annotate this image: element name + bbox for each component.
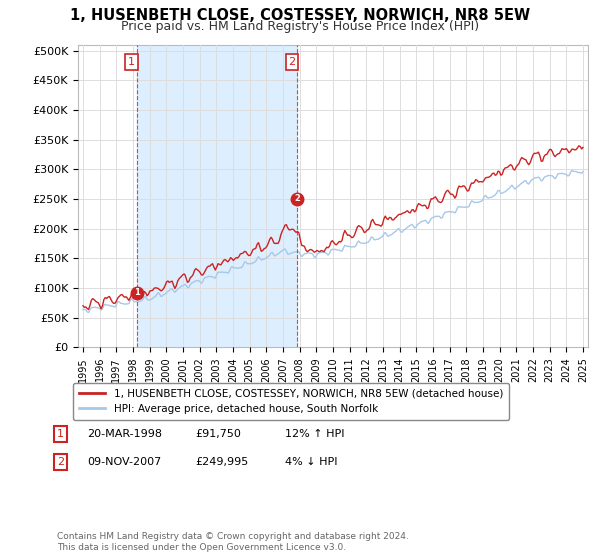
Text: 1: 1 (57, 429, 64, 439)
Text: 1: 1 (134, 288, 140, 297)
Text: 2: 2 (57, 457, 64, 467)
Text: £249,995: £249,995 (195, 457, 248, 467)
Bar (137, 45, 298, 347)
Text: 2: 2 (295, 194, 300, 203)
Text: £91,750: £91,750 (195, 429, 241, 439)
Text: 20-MAR-1998: 20-MAR-1998 (87, 429, 162, 439)
Legend: 1, HUSENBETH CLOSE, COSTESSEY, NORWICH, NR8 5EW (detached house), HPI: Average p: 1, HUSENBETH CLOSE, COSTESSEY, NORWICH, … (73, 382, 509, 421)
Text: 2: 2 (289, 57, 296, 67)
Text: Price paid vs. HM Land Registry's House Price Index (HPI): Price paid vs. HM Land Registry's House … (121, 20, 479, 32)
Text: 09-NOV-2007: 09-NOV-2007 (87, 457, 161, 467)
Text: 1, HUSENBETH CLOSE, COSTESSEY, NORWICH, NR8 5EW: 1, HUSENBETH CLOSE, COSTESSEY, NORWICH, … (70, 8, 530, 24)
Text: 12% ↑ HPI: 12% ↑ HPI (285, 429, 344, 439)
Text: 1: 1 (128, 57, 135, 67)
Text: Contains HM Land Registry data © Crown copyright and database right 2024.
This d: Contains HM Land Registry data © Crown c… (57, 532, 409, 552)
Text: 4% ↓ HPI: 4% ↓ HPI (285, 457, 337, 467)
